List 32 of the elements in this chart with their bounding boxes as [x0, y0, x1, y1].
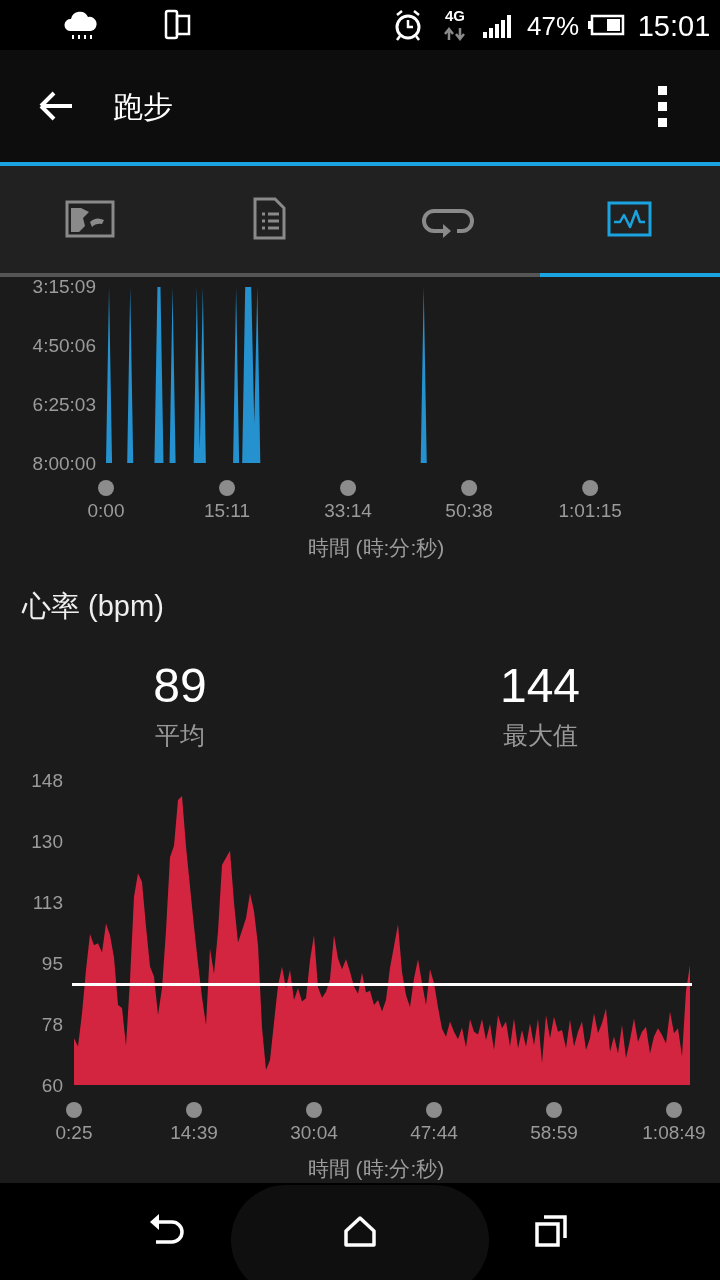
x-axis-title: 時間 (時:分:秒): [307, 536, 445, 559]
x-tick-label: 58:59: [530, 1122, 578, 1143]
x-axis-title: 時間 (時:分:秒): [307, 1157, 445, 1180]
y-tick-label: 148: [31, 770, 63, 791]
x-tick-label: 47:44: [410, 1122, 459, 1143]
text: 144: [499, 659, 581, 712]
y-tick-label: 78: [41, 1014, 63, 1035]
y-tick-label: 3:15:09: [32, 276, 96, 297]
y-tick-label: 8:00:00: [32, 453, 96, 474]
x-tick-label: 0:00: [87, 500, 125, 521]
y-tick-label: 4:50:06: [32, 335, 96, 356]
x-tick-label: 15:11: [203, 500, 251, 521]
text: 89: [153, 659, 207, 712]
x-tick-label: 30:04: [290, 1122, 339, 1143]
x-tick-label: 1:01:15: [558, 500, 622, 521]
x-tick-label: 14:39: [170, 1122, 218, 1143]
x-tick-label: 33:14: [324, 500, 373, 521]
x-tick-label: 1:08:49: [642, 1122, 706, 1143]
chart-title: 心率 (bpm): [21, 590, 164, 622]
text: 跑步: [113, 90, 173, 123]
x-tick-label: 0:25: [55, 1122, 93, 1143]
text: 15:01: [637, 10, 711, 42]
y-tick-label: 60: [41, 1075, 63, 1096]
y-tick-label: 6:25:03: [32, 394, 96, 415]
y-tick-label: 113: [32, 892, 63, 913]
y-tick-label: 95: [41, 953, 63, 974]
text: 47%: [526, 11, 580, 41]
x-tick-label: 50:38: [445, 500, 493, 521]
y-tick-label: 130: [31, 831, 63, 852]
text: 4G: [444, 7, 466, 24]
text: 最大值: [502, 721, 578, 749]
text: 平均: [155, 721, 205, 749]
